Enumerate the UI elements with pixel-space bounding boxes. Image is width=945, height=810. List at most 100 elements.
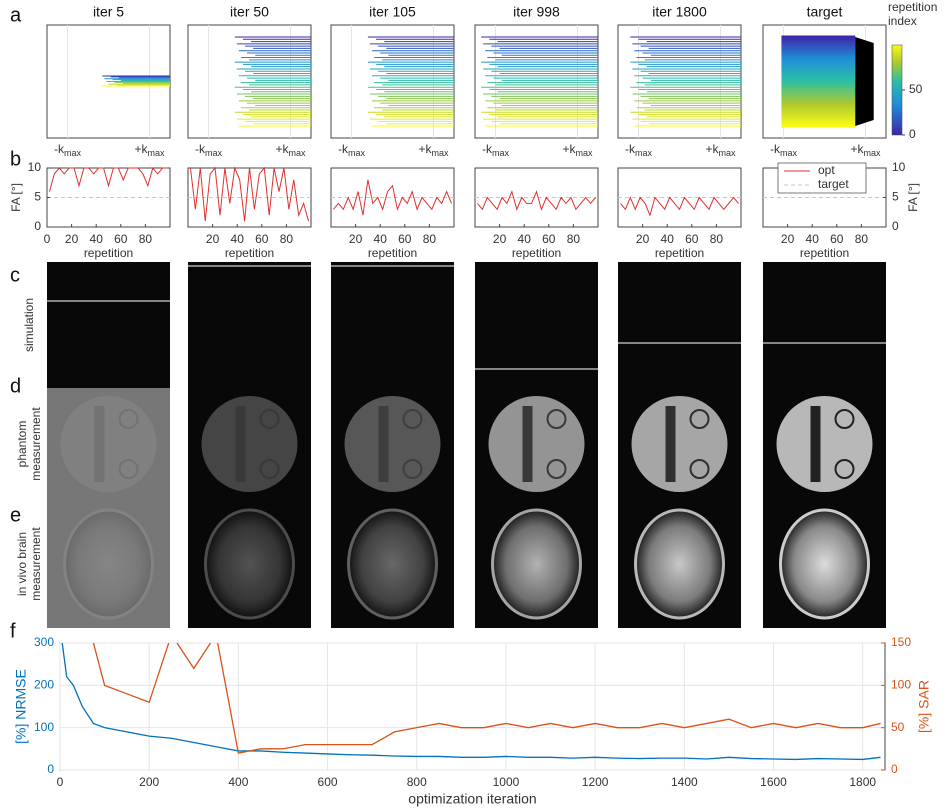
x-tick-label: -kmax	[338, 142, 366, 158]
x-tick-label: 0	[57, 775, 64, 789]
image-detail	[523, 406, 533, 482]
tick-subscript: max	[348, 148, 366, 158]
x-tick-label: 1200	[582, 775, 609, 789]
row-label: in vivo brainmeasurement	[15, 527, 43, 601]
x-tick-label: 1600	[760, 775, 787, 789]
y-tick-label: 5	[34, 190, 41, 204]
row-label-line: simulation	[22, 298, 36, 352]
image	[331, 262, 454, 388]
x-tick-label: 80	[139, 232, 153, 246]
x-tick-label: +kmax	[275, 142, 306, 158]
plot-frame	[331, 168, 454, 227]
y-tick-label: 5	[892, 190, 899, 204]
x-tick-label: 60	[542, 232, 556, 246]
x-tick-label: 40	[518, 232, 532, 246]
x-tick-label: 40	[806, 232, 820, 246]
image-detail	[811, 406, 821, 482]
panel-letter: e	[10, 504, 21, 526]
y2-tick-label: 100	[891, 678, 911, 692]
y-tick-label: 10	[892, 160, 906, 174]
x-axis-label: repetition	[800, 246, 849, 260]
image-detail	[236, 406, 246, 482]
x-axis-label: repetition	[655, 246, 704, 260]
tick-text: +k	[134, 142, 148, 156]
x-tick-label: 20	[781, 232, 795, 246]
tick-subscript: max	[780, 148, 798, 158]
x-tick-label: 20	[65, 232, 79, 246]
y2-tick-label: 50	[891, 720, 905, 734]
plot-frame	[618, 168, 741, 227]
x-tick-label: 80	[710, 232, 724, 246]
x-tick-label: -kmax	[482, 142, 510, 158]
panel-title: target	[807, 4, 843, 20]
image-detail	[636, 510, 724, 618]
x-tick-label: 60	[398, 232, 412, 246]
panel-letter: c	[10, 264, 20, 286]
x-tick-label: 20	[493, 232, 507, 246]
x-tick-label: +kmax	[134, 142, 165, 158]
row-label-line: measurement	[29, 407, 43, 481]
panel-title: iter 5	[93, 4, 124, 20]
image-detail	[632, 396, 728, 492]
x-tick-label: +kmax	[850, 142, 881, 158]
x-tick-label: +kmax	[562, 142, 593, 158]
x-tick-label: 1400	[671, 775, 698, 789]
x-tick-label: 20	[636, 232, 650, 246]
image-detail	[188, 265, 311, 267]
x-tick-label: 80	[280, 232, 294, 246]
y-tick-label: 0	[47, 762, 54, 776]
panel-letter: a	[10, 4, 22, 26]
x-axis-label: repetition	[225, 246, 274, 260]
y-tick-label: 200	[34, 678, 54, 692]
y-tick-label: 300	[34, 635, 54, 649]
image	[618, 262, 741, 388]
x-tick-label: 800	[407, 775, 427, 789]
panel-title: iter 105	[369, 4, 416, 20]
x-tick-label: 200	[139, 775, 159, 789]
y2-axis-label: [%] SAR	[916, 680, 932, 733]
x-tick-label: 400	[228, 775, 248, 789]
image	[763, 262, 886, 388]
x-tick-label: 1000	[493, 775, 520, 789]
panel-letter: f	[10, 620, 16, 642]
panel-title: iter 998	[513, 4, 560, 20]
x-tick-label: 60	[114, 232, 128, 246]
colorbar-tick-label: 50	[909, 82, 923, 96]
y-tick-label: 0	[892, 219, 899, 233]
image-detail	[493, 510, 581, 618]
x-tick-label: 80	[423, 232, 437, 246]
trajectory-end	[855, 37, 873, 126]
image-detail	[202, 396, 298, 492]
x-tick-label: -kmax	[54, 142, 82, 158]
x-tick-label: 60	[685, 232, 699, 246]
x-axis-label: optimization iteration	[408, 791, 536, 807]
x-tick-label: 80	[567, 232, 581, 246]
x-tick-label: 0	[44, 232, 51, 246]
figure: abcdefsimulationphantommeasurementin viv…	[0, 0, 945, 810]
image-detail	[763, 342, 886, 344]
tick-subscript: max	[576, 148, 594, 158]
tick-subscript: max	[148, 148, 166, 158]
image-detail	[65, 510, 153, 618]
x-tick-label: 60	[830, 232, 844, 246]
x-tick-label: -kmax	[625, 142, 653, 158]
row-label-line: in vivo brain	[15, 532, 29, 596]
x-tick-label: +kmax	[418, 142, 449, 158]
tick-subscript: max	[64, 148, 82, 158]
colorbar	[892, 45, 902, 135]
tick-subscript: max	[864, 148, 882, 158]
x-tick-label: +kmax	[705, 142, 736, 158]
image-detail	[47, 300, 170, 302]
tick-text: +k	[705, 142, 719, 156]
image	[47, 262, 170, 388]
y-axis-label: FA [°]	[906, 183, 920, 212]
image-detail	[331, 265, 454, 267]
tick-text: +k	[275, 142, 289, 156]
x-tick-label: 80	[855, 232, 869, 246]
legend-label: target	[818, 177, 849, 191]
x-tick-label: 60	[255, 232, 269, 246]
plot-frame	[188, 168, 311, 227]
image-detail	[206, 510, 294, 618]
x-tick-label: 40	[374, 232, 388, 246]
image-detail	[345, 396, 441, 492]
